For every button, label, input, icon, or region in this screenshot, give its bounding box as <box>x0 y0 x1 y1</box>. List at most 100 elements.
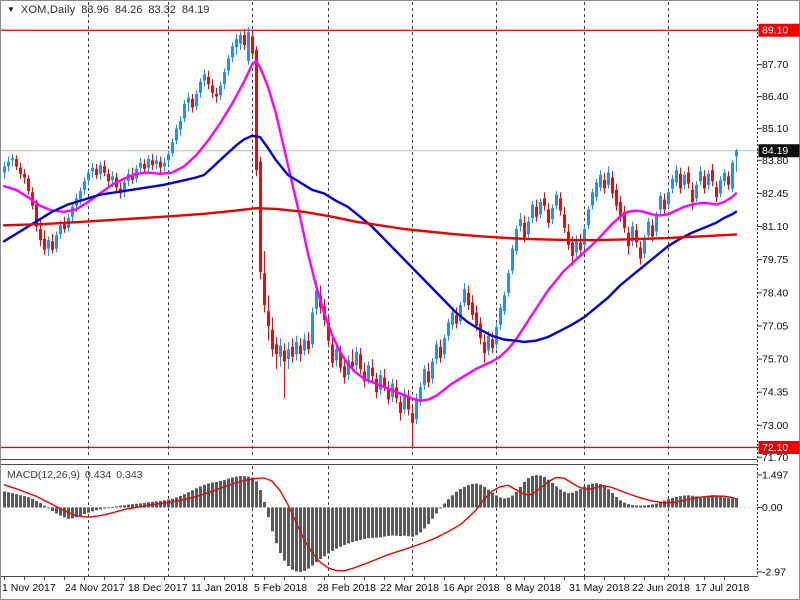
candle-up <box>695 184 698 199</box>
symbol-dropdown-icon[interactable]: ▼ <box>7 4 15 14</box>
candle-up <box>555 194 558 206</box>
candle-up <box>123 182 126 193</box>
candle-up <box>499 307 502 325</box>
candle-up <box>239 35 242 44</box>
candle-up <box>231 46 234 58</box>
candle-down <box>611 177 614 194</box>
candle-up <box>723 172 726 182</box>
candle-down <box>635 230 638 243</box>
candle-down <box>603 179 606 189</box>
candle-up <box>503 295 506 312</box>
candle-down <box>307 340 310 350</box>
candle-up <box>91 167 94 172</box>
pane-splitter[interactable] <box>0 458 757 466</box>
candle-up <box>459 305 462 322</box>
candle-down <box>615 189 618 206</box>
candle-up <box>247 32 250 61</box>
chart-header: ▼ XOM,Daily 83.96 84.26 83.32 84.19 <box>7 4 209 16</box>
candle-down <box>563 214 566 228</box>
svg-text:82.45: 82.45 <box>762 188 788 200</box>
candle-down <box>51 241 54 250</box>
candle-down <box>327 322 330 341</box>
macd-main-value: 0.434 <box>84 469 112 481</box>
candle-down <box>475 312 478 326</box>
candle-down <box>275 344 278 355</box>
candle-down <box>567 231 570 245</box>
candle-down <box>715 187 718 198</box>
candle-up <box>195 94 198 107</box>
candle-up <box>583 229 586 245</box>
slow-ma-line <box>2 206 738 242</box>
candle-up <box>175 128 178 141</box>
candle-up <box>187 97 190 103</box>
date-label: 31 May 2018 <box>569 582 630 594</box>
candle-down <box>255 49 258 171</box>
candle-down <box>23 173 26 178</box>
medium-ma-line <box>2 134 738 344</box>
candle-down <box>95 168 98 176</box>
candle-down <box>131 175 134 180</box>
candle-down <box>535 206 538 217</box>
candle-up <box>643 238 646 254</box>
candle-down <box>427 371 430 383</box>
candle-up <box>487 335 490 351</box>
candle-up <box>671 178 674 189</box>
candle-up <box>699 171 702 182</box>
date-label: 24 Nov 2017 <box>65 582 125 594</box>
candle-down <box>15 159 18 167</box>
macd-signal-line <box>3 476 737 572</box>
candle-down <box>243 35 246 45</box>
svg-text:73.00: 73.00 <box>762 420 788 432</box>
candle-up <box>7 161 10 167</box>
candle-down <box>375 378 378 393</box>
candle-up <box>735 150 738 157</box>
candle-up <box>219 85 222 96</box>
price-level-badge <box>758 440 800 454</box>
candle-down <box>711 170 714 182</box>
date-label: 22 Jun 2018 <box>632 582 690 594</box>
svg-text:85.10: 85.10 <box>762 123 788 135</box>
candle-up <box>595 182 598 198</box>
candle-down <box>651 225 654 237</box>
svg-text:75.70: 75.70 <box>762 354 788 366</box>
candle-up <box>551 208 554 220</box>
candle-up <box>355 351 358 366</box>
candle-up <box>419 387 422 401</box>
candle-up <box>303 339 306 351</box>
svg-text:74.35: 74.35 <box>762 387 788 399</box>
candle-up <box>463 289 466 303</box>
candle-up <box>79 190 82 200</box>
candle-down <box>27 178 30 191</box>
svg-text:84.19: 84.19 <box>762 145 788 157</box>
ohlc-high-value: 84.26 <box>114 4 143 16</box>
candle-up <box>531 204 534 218</box>
candle-up <box>99 165 102 174</box>
candle-up <box>311 312 314 345</box>
svg-text:72.10: 72.10 <box>762 442 788 454</box>
candle-down <box>467 292 470 306</box>
candle-up <box>655 214 658 232</box>
candle-up <box>87 172 90 180</box>
candle-down <box>371 367 374 377</box>
candle-down <box>359 354 362 369</box>
svg-text:77.05: 77.05 <box>762 320 788 332</box>
candle-down <box>35 204 38 227</box>
candle-down <box>263 273 266 306</box>
candle-down <box>407 397 410 410</box>
candle-down <box>215 94 218 97</box>
candle-down <box>39 229 42 241</box>
candle-up <box>295 341 298 355</box>
candle-down <box>387 388 390 400</box>
date-label: 8 May 2018 <box>506 582 561 594</box>
candle-up <box>155 160 158 164</box>
candle-up <box>667 192 670 205</box>
candle-up <box>147 159 150 168</box>
candle-down <box>483 341 486 353</box>
date-label: 5 Feb 2018 <box>254 582 307 594</box>
candle-up <box>227 58 230 71</box>
candle-up <box>71 206 74 217</box>
candle-down <box>251 36 254 54</box>
